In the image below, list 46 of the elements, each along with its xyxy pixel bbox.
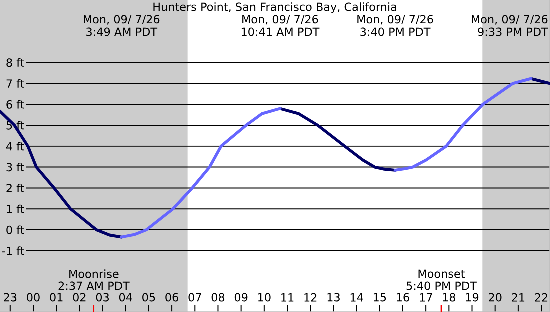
annotation: Mon, 09/ 7/26: [472, 15, 548, 25]
x-tick-label: 00: [27, 293, 40, 302]
annotation: Mon, 09/ 7/26: [242, 15, 318, 25]
x-tick-label: 05: [142, 293, 156, 302]
annotation: 3:40 PM PDT: [360, 28, 431, 36]
y-tick-label: 4 ft: [6, 142, 24, 151]
y-tick-label: 8 ft: [6, 58, 24, 68]
x-tick-label: 12: [304, 293, 317, 302]
y-tick-label: 3 ft: [6, 162, 24, 172]
y-tick-label: 1 ft: [7, 204, 24, 214]
annotation: Moonrise: [70, 270, 119, 278]
x-tick-label: 22: [535, 293, 548, 302]
x-tick-label: 03: [96, 293, 109, 302]
x-tick-label: 11: [282, 294, 294, 302]
x-tick-label: 14: [350, 294, 364, 302]
x-tick-label: 04: [119, 293, 132, 302]
x-tick-label: 15: [374, 293, 386, 302]
x-tick-label: 20: [489, 293, 502, 302]
y-tick-label: 2 ft: [6, 184, 24, 192]
chart-title: Hunters Point, San Francisco Bay, California: [154, 2, 396, 14]
x-tick-label: 18: [443, 293, 456, 302]
x-tick-label: 21: [512, 293, 525, 302]
x-tick-label: 07: [188, 293, 202, 302]
y-tick-label: -1 ft: [2, 246, 24, 256]
annotation: Mon, 09/ 7/26: [84, 15, 160, 25]
annotation: 2:37 AM PDT: [58, 282, 130, 290]
annotation: Mon, 09/ 7/26: [358, 15, 434, 25]
x-tick-label: 08: [212, 293, 225, 302]
x-tick-label: 01: [50, 293, 63, 302]
x-tick-label: 23: [4, 293, 17, 302]
y-tick-label: 6 ft: [6, 100, 24, 109]
y-tick-label: 0 ft: [6, 226, 24, 234]
x-tick-label: 02: [73, 293, 86, 302]
y-tick-label: 7 ft: [6, 79, 24, 88]
annotation: Moonset: [418, 270, 465, 278]
x-tick-label: 17: [420, 294, 432, 302]
x-tick-label: 10: [258, 293, 271, 302]
x-tick-label: 13: [328, 293, 340, 302]
x-tick-label: 09: [234, 293, 248, 302]
annotation: 10:41 AM PDT: [242, 28, 320, 36]
x-tick-label: 06: [166, 293, 178, 302]
annotation: 9:33 PM PDT: [478, 28, 548, 36]
x-tick-label: 19: [466, 293, 479, 302]
annotation: 3:49 AM PDT: [86, 28, 158, 36]
annotation: 5:40 PM PDT: [406, 282, 477, 290]
x-tick-label: 16: [397, 293, 410, 302]
